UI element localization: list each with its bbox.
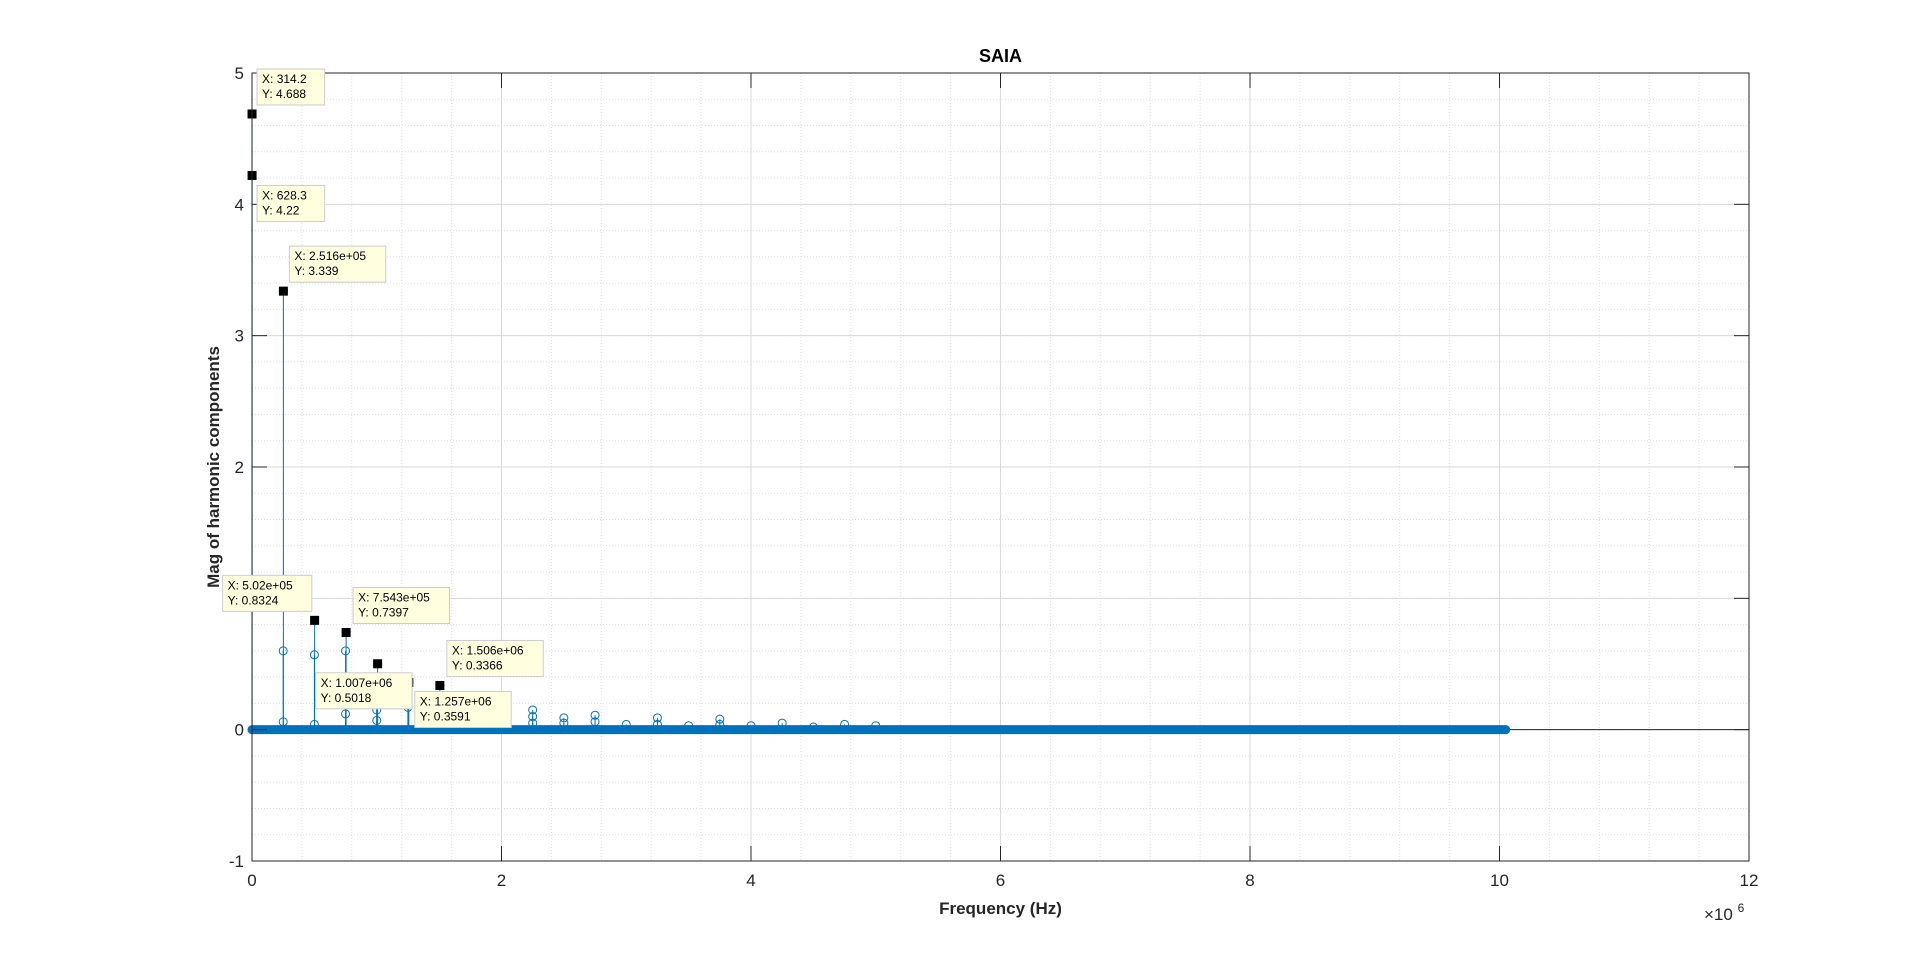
datatip-marker: [278, 286, 288, 296]
datatip-box: [446, 639, 544, 677]
datatip-box: [414, 691, 512, 729]
datatip-marker: [341, 628, 351, 638]
y-tick-label: 4: [235, 195, 244, 214]
stem-marker: [715, 714, 725, 724]
datatip-box: [256, 184, 326, 222]
x-tick-label: 8: [1245, 871, 1254, 890]
y-tick-label: 5: [235, 64, 244, 83]
datatip-y-label: Y: 0.5018: [321, 691, 372, 705]
x-exponent-base: ×10: [1704, 905, 1733, 924]
datatip-marker: [373, 659, 383, 669]
stem-marker: [341, 646, 351, 656]
y-tick-label: 0: [235, 721, 244, 740]
datatip-marker: [435, 680, 445, 690]
y-tick-label: 3: [235, 327, 244, 346]
datatip-y-label: Y: 4.688: [262, 87, 306, 101]
x-tick-label: 2: [497, 871, 506, 890]
datatip-box: [222, 574, 313, 612]
datatip-y-label: Y: 0.8324: [228, 593, 279, 607]
datatip-y-label: Y: 0.3366: [452, 658, 503, 672]
datatip-y-label: Y: 0.3591: [420, 710, 471, 724]
datatip-y-label: Y: 3.339: [294, 264, 338, 278]
datatip-x-label: X: 1.007e+06: [321, 676, 393, 690]
stem-marker: [590, 710, 600, 720]
datatip-x-label: X: 2.516e+05: [294, 249, 366, 263]
stem-marker: [528, 712, 538, 722]
x-exponent-label: ×10 6: [1704, 901, 1745, 924]
chart-title: SAIA: [979, 46, 1022, 66]
datatip-x-label: X: 7.543e+05: [358, 591, 430, 605]
datatip-x-label: X: 5.02e+05: [228, 578, 293, 592]
x-axis-title: Frequency (Hz): [939, 899, 1062, 918]
stem-marker: [341, 709, 351, 719]
datatip-box: [315, 672, 413, 710]
y-axis-title: Mag of harmonic components: [204, 346, 223, 588]
datatip-box: [256, 68, 326, 106]
datatip-box: [352, 587, 450, 625]
datatips: X: 314.2Y: 4.688 X: 628.3Y: 4.22 X: 2.516e…: [222, 68, 544, 729]
datatip-x-label: X: 1.257e+06: [420, 695, 492, 709]
stem-marker: [652, 713, 662, 723]
x-tick-label: 4: [746, 871, 755, 890]
datatip-x-label: X: 314.2: [262, 72, 307, 86]
datatip-x-label: X: 628.3: [262, 188, 307, 202]
datatip-y-label: Y: 0.7397: [358, 606, 409, 620]
datatip-box: [288, 245, 387, 283]
datatip-y-label: Y: 4.22: [262, 203, 300, 217]
datatip-x-label: X: 1.506e+06: [452, 643, 524, 657]
stem-marker: [559, 713, 569, 723]
x-tick-label: 12: [1740, 871, 1759, 890]
stem-marker: [372, 715, 382, 725]
datatip-marker: [310, 615, 320, 625]
y-tick-label: 2: [235, 458, 244, 477]
stem-marker: [528, 705, 538, 715]
y-tick-label: -1: [229, 852, 244, 871]
x-tick-label: 0: [247, 871, 256, 890]
x-tick-label: 10: [1490, 871, 1509, 890]
x-tick-label: 6: [996, 871, 1005, 890]
x-exponent-power: 6: [1738, 901, 1745, 915]
